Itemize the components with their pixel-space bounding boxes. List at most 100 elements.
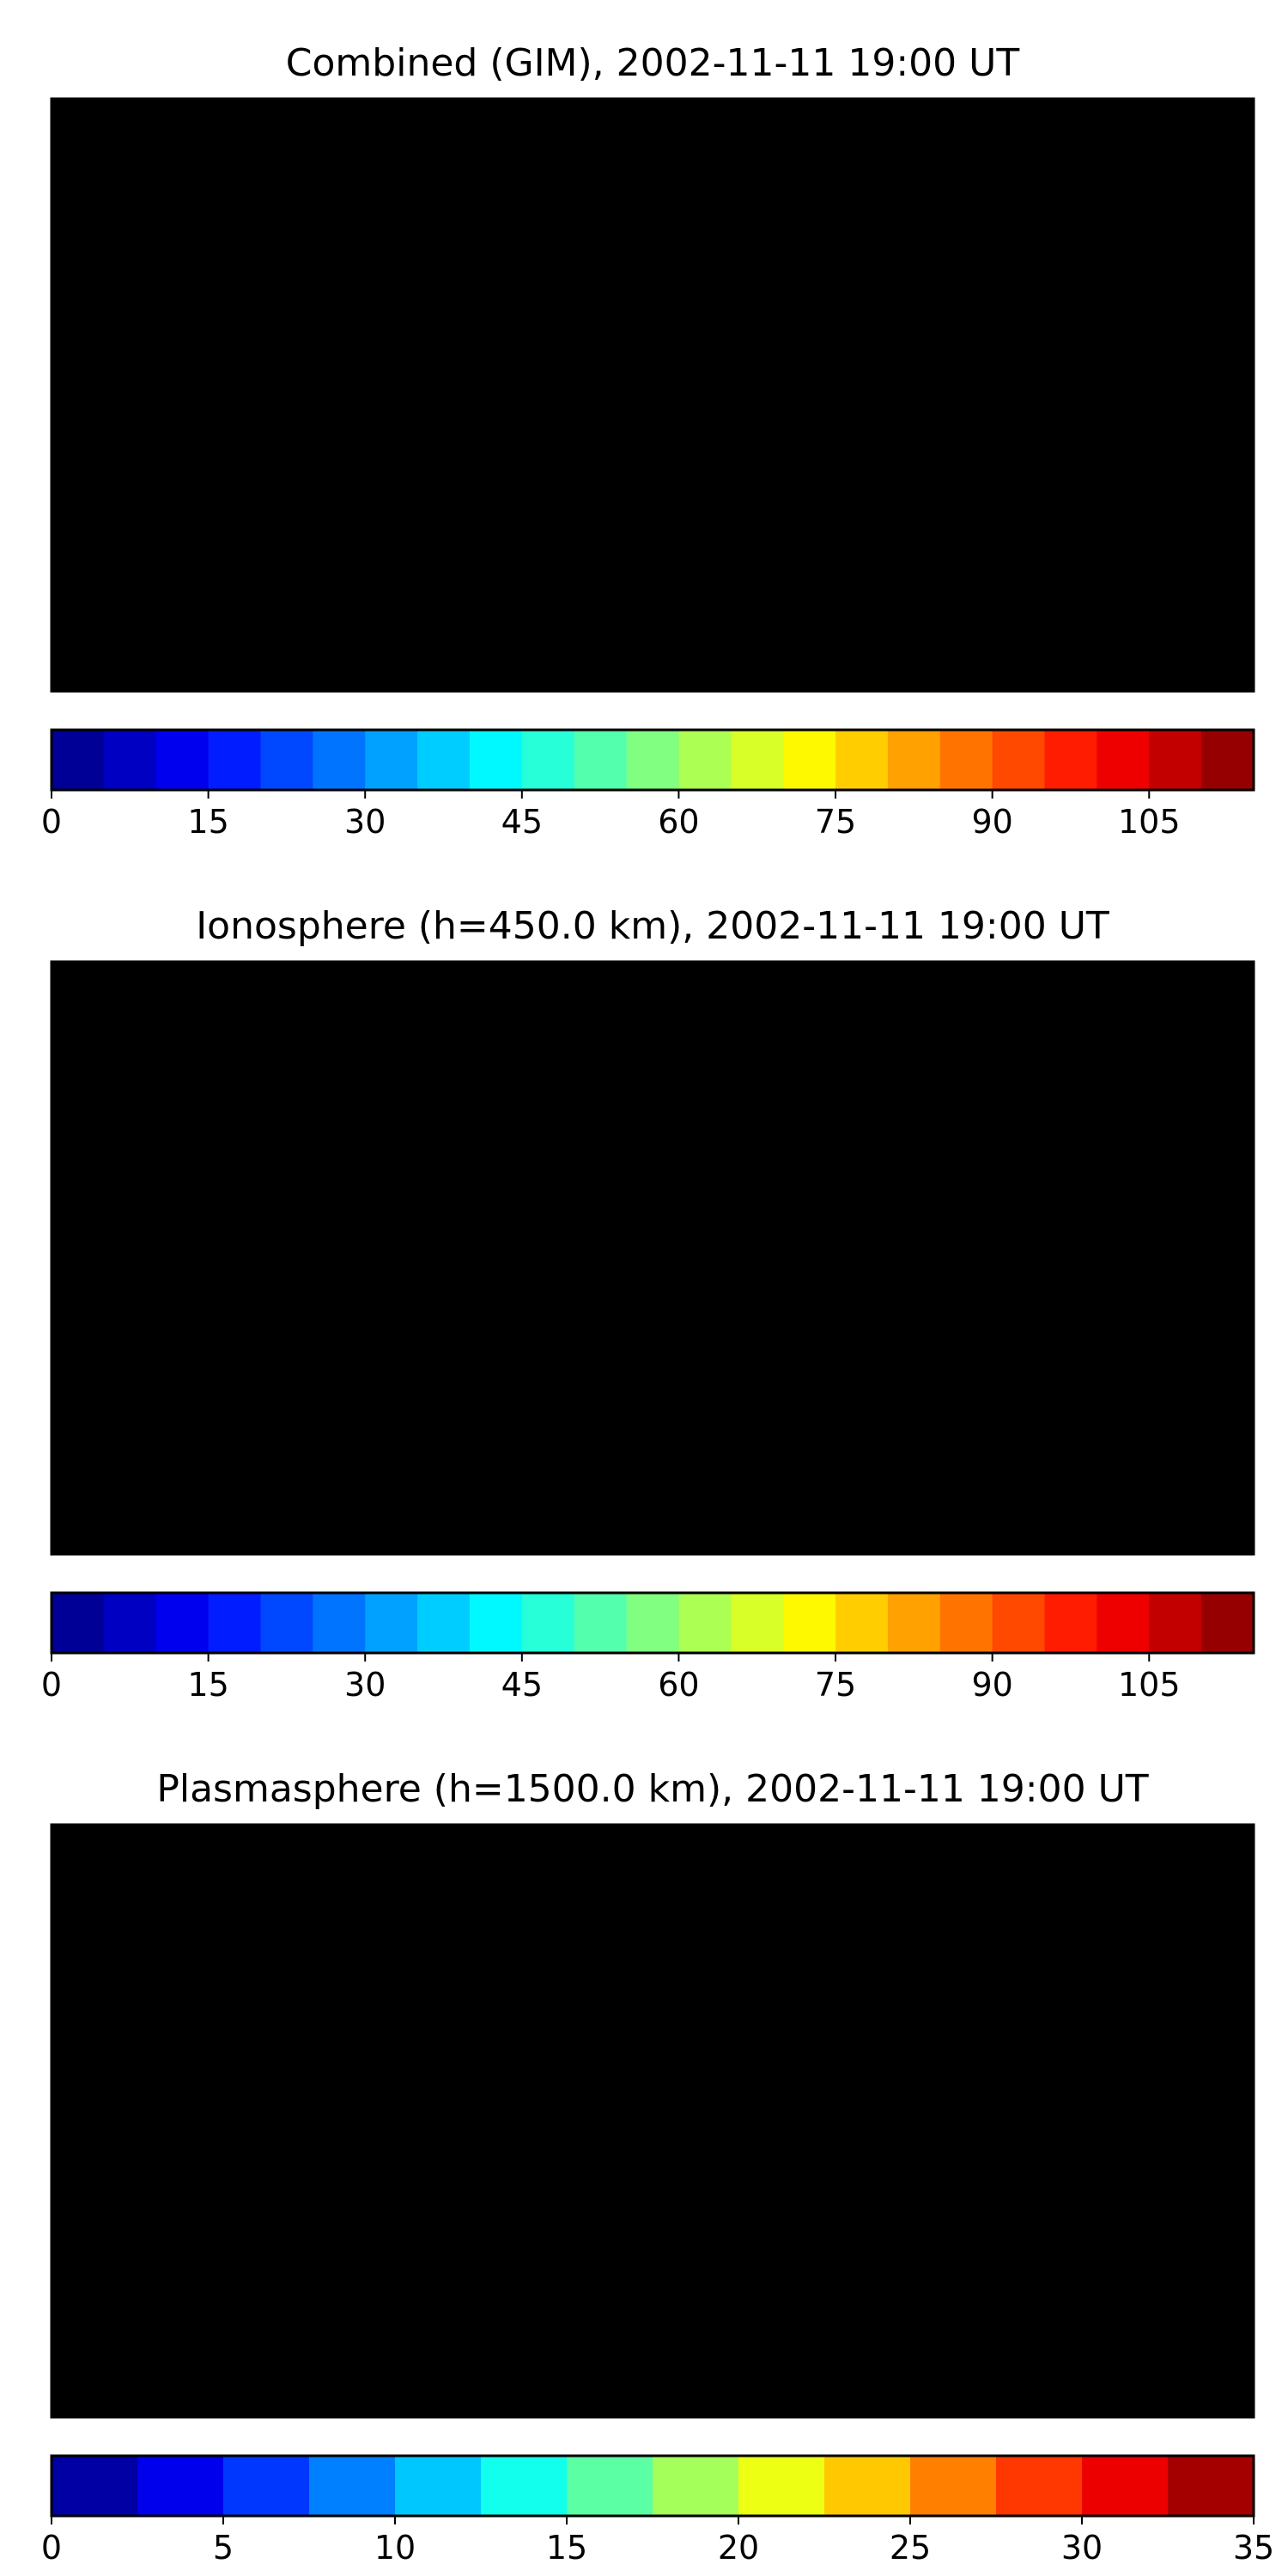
colorbar-cell [395, 2456, 482, 2516]
colorbar-cell [469, 1593, 523, 1653]
colorbar-cell [910, 2456, 997, 2516]
colorbar-tick-label: 30 [344, 803, 386, 841]
map-plasmasphere [50, 1823, 1255, 2419]
colorbar-cell [835, 1593, 889, 1653]
colorbar-cell [783, 1593, 836, 1653]
colorbar-cell [939, 1593, 993, 1653]
colorbar-ionosphere: 0 15 30 45 60 75 90 105 [41, 1591, 1255, 1704]
panel-combined: Combined (GIM), 2002-11-11 19:00 UT 0 15 3… [41, 41, 1255, 841]
colorbar-cell [678, 1593, 732, 1653]
colorbar-cell [824, 2456, 911, 2516]
map-frame-combined [50, 97, 1255, 693]
colorbar-cell [1149, 1593, 1202, 1653]
colorbar-tick-label: 15 [187, 803, 228, 841]
colorbar-tick-label: 0 [41, 2529, 62, 2567]
colorbar-cell [678, 730, 732, 790]
colorbar-tick-label: 0 [41, 803, 62, 841]
colorbar-cell [731, 730, 784, 790]
colorbar-cell [574, 730, 628, 790]
colorbar-cell [1168, 2456, 1255, 2516]
colorbar-cell [521, 1593, 575, 1653]
colorbar-tick-label: 30 [344, 1666, 386, 1704]
colorbar-cell [1149, 730, 1202, 790]
map-frame-ionosphere [50, 960, 1255, 1556]
map-ionosphere [50, 960, 1255, 1556]
colorbar-cell [738, 2456, 825, 2516]
colorbar-cell [521, 730, 575, 790]
colorbar-tick-label: 25 [890, 2529, 931, 2567]
colorbar-cell [1082, 2456, 1169, 2516]
colorbar-cell [783, 730, 836, 790]
colorbar-cell [1044, 730, 1097, 790]
colorbar-cell [155, 1593, 210, 1653]
colorbar-cell [653, 2456, 739, 2516]
colorbar-cell [223, 2456, 310, 2516]
colorbar-cell [731, 1593, 784, 1653]
colorbar-cell [103, 730, 157, 790]
colorbar-tick-label: 45 [501, 1666, 543, 1704]
colorbar-cell [313, 730, 366, 790]
panel-ionosphere: Ionosphere (h=450.0 km), 2002-11-11 19:0… [41, 904, 1255, 1704]
colorbar-ticks-ionosphere: 0 15 30 45 60 75 90 105 [41, 1653, 1181, 1704]
panel-plasmasphere: Plasmasphere (h=1500.0 km), 2002-11-11 1… [41, 1767, 1274, 2567]
colorbar-cell [574, 1593, 628, 1653]
colorbar-tick-label: 75 [815, 1666, 856, 1704]
colorbar-tick-label: 60 [658, 1666, 699, 1704]
colorbar-cell [996, 2456, 1083, 2516]
colorbar-cell [1044, 1593, 1097, 1653]
colorbar-cell [1097, 1593, 1150, 1653]
colorbar-cell [626, 1593, 680, 1653]
colorbar-cell [208, 1593, 262, 1653]
panel-title-combined: Combined (GIM), 2002-11-11 19:00 UT [286, 41, 1020, 85]
colorbar-cell [887, 1593, 941, 1653]
colorbar-tick-label: 45 [501, 803, 543, 841]
colorbar-tick-label: 15 [546, 2529, 587, 2567]
colorbar-cell [835, 730, 889, 790]
colorbar-cells-plasmasphere [52, 2456, 1255, 2516]
colorbar-cell [52, 2456, 138, 2516]
colorbar-cell [469, 730, 523, 790]
colorbar-cell [1201, 1593, 1255, 1653]
colorbar-tick-label: 5 [213, 2529, 234, 2567]
colorbar-tick-label: 105 [1118, 1666, 1181, 1704]
colorbar-cell [365, 730, 418, 790]
colorbar-cell [1097, 730, 1150, 790]
colorbar-tick-label: 15 [187, 1666, 228, 1704]
colorbar-cells-combined [52, 730, 1255, 790]
panel-title-plasmasphere: Plasmasphere (h=1500.0 km), 2002-11-11 1… [156, 1767, 1148, 1811]
colorbar-cell [417, 730, 471, 790]
colorbar-ticks-plasmasphere: 0 5 10 15 20 25 30 35 [41, 2516, 1274, 2567]
colorbar-cell [313, 1593, 366, 1653]
colorbar-cell [137, 2456, 224, 2516]
colorbar-plasmasphere: 0 5 10 15 20 25 30 35 [41, 2454, 1274, 2567]
colorbar-tick-label: 105 [1118, 803, 1181, 841]
colorbar-ticks-combined: 0 15 30 45 60 75 90 105 [41, 790, 1181, 841]
panel-title-ionosphere: Ionosphere (h=450.0 km), 2002-11-11 19:0… [196, 904, 1109, 948]
colorbar-tick-label: 35 [1233, 2529, 1274, 2567]
colorbar-cell [365, 1593, 418, 1653]
colorbar-cell [887, 730, 941, 790]
map-combined [50, 97, 1255, 693]
colorbar-cell [103, 1593, 157, 1653]
colorbar-tick-label: 20 [718, 2529, 759, 2567]
colorbar-cell [481, 2456, 568, 2516]
colorbar-combined: 0 15 30 45 60 75 90 105 [41, 728, 1255, 841]
colorbar-cells-ionosphere [52, 1593, 1255, 1653]
colorbar-tick-label: 30 [1061, 2529, 1103, 2567]
colorbar-cell [260, 1593, 313, 1653]
colorbar-cell [155, 730, 210, 790]
colorbar-cell [260, 730, 313, 790]
colorbar-cell [567, 2456, 653, 2516]
colorbar-tick-label: 60 [658, 803, 699, 841]
colorbar-tick-label: 90 [971, 803, 1012, 841]
map-frame-plasmasphere [50, 1823, 1255, 2419]
colorbar-tick-label: 10 [374, 2529, 416, 2567]
colorbar-cell [309, 2456, 396, 2516]
colorbar-tick-label: 75 [815, 803, 856, 841]
colorbar-cell [417, 1593, 471, 1653]
colorbar-cell [992, 1593, 1046, 1653]
colorbar-cell [52, 1593, 105, 1653]
colorbar-cell [52, 730, 105, 790]
colorbar-cell [1201, 730, 1255, 790]
